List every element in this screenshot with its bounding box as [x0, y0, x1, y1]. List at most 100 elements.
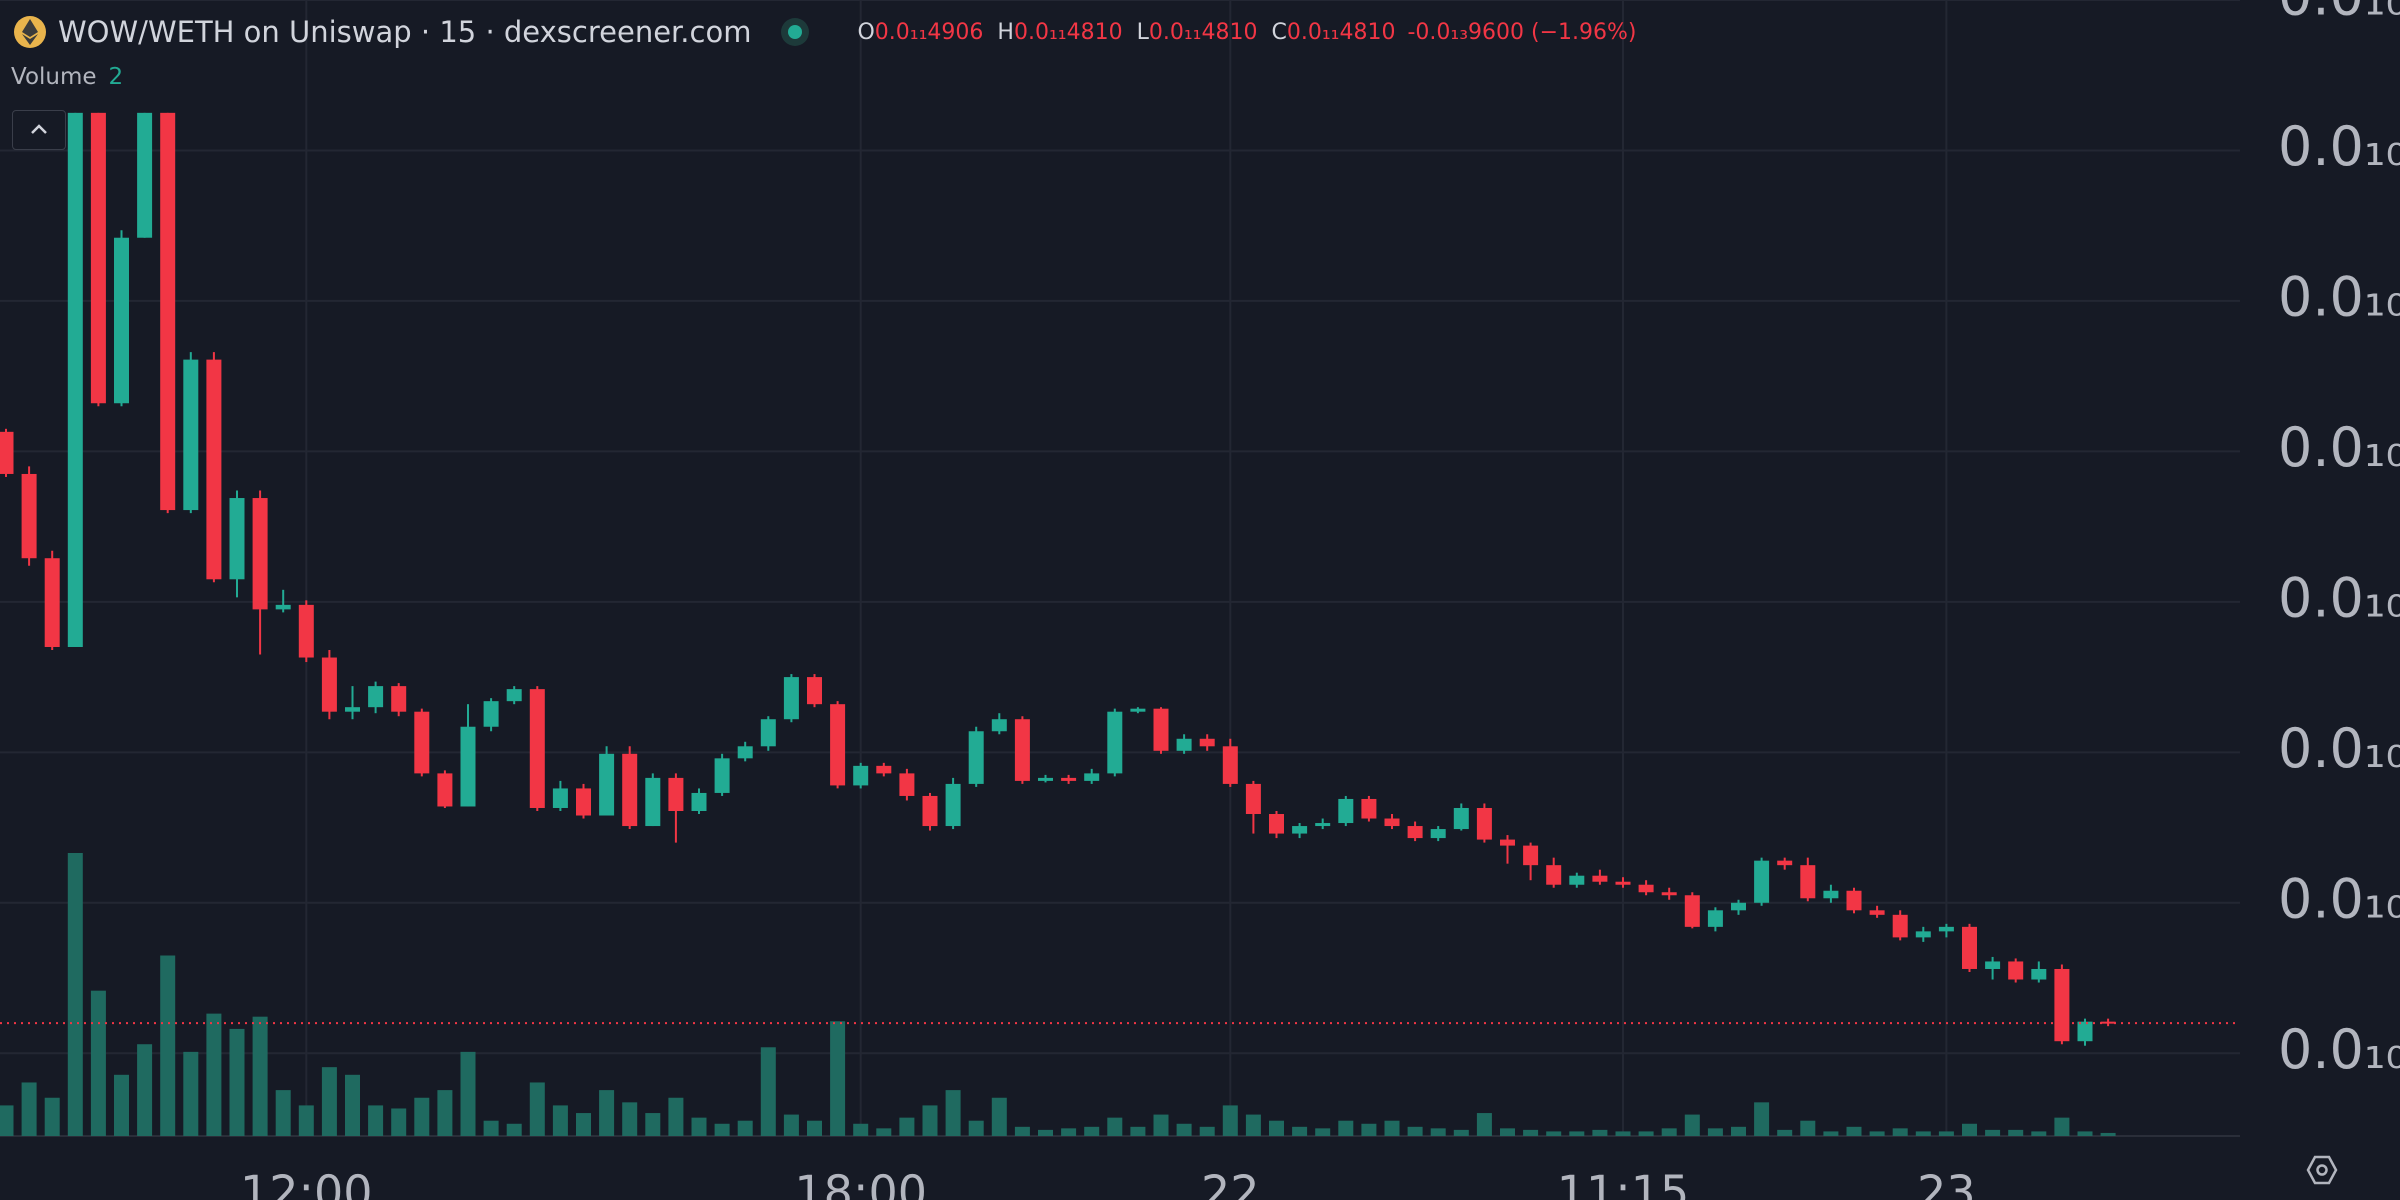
logo-eth	[22, 19, 38, 45]
volume-bar	[1569, 1131, 1585, 1136]
volume-bar	[1962, 1123, 1977, 1136]
volume-bar	[922, 1105, 938, 1136]
volume-bar	[599, 1090, 615, 1136]
candle-body	[1130, 708, 1146, 712]
candle-body	[345, 707, 360, 712]
candle-body	[1245, 783, 1261, 815]
candle-body	[1684, 895, 1700, 927]
volume-bar	[645, 1113, 661, 1136]
volume-bar	[945, 1090, 961, 1136]
chart-header: WOW/WETH on Uniswap · 15 · dexscreener.c…	[12, 10, 1637, 54]
candle-body	[1846, 890, 1862, 911]
candle-body	[2008, 961, 2024, 980]
candle-body	[391, 686, 407, 712]
candle-body	[0, 431, 14, 474]
ohlc-value: 0.0₁₁4906	[874, 19, 984, 45]
y-tick-label: 0.0₁₀	[2278, 416, 2400, 479]
collapse-icon	[31, 124, 47, 134]
volume-bar	[1107, 1117, 1123, 1136]
volume-bar	[229, 1028, 245, 1136]
volume-value: 2	[108, 64, 124, 90]
y-tick-label: 0.0₁₀	[2278, 867, 2400, 930]
candle-body	[599, 753, 615, 816]
volume-bar	[483, 1120, 499, 1136]
candle-body	[483, 701, 499, 727]
volume-bar	[298, 1105, 314, 1136]
candle-body	[1962, 926, 1977, 969]
candle-body	[1338, 798, 1354, 824]
candle-body	[506, 689, 522, 702]
y-tick-label: 0.0₁₀	[2278, 0, 2400, 28]
volume-bar	[2077, 1131, 2093, 1136]
candle-body	[876, 765, 892, 774]
volume-bar	[275, 1090, 291, 1136]
volume-bar	[968, 1120, 984, 1136]
volume-bar	[345, 1074, 360, 1136]
candle-body	[1315, 823, 1331, 827]
candle-body	[114, 237, 129, 404]
candle-body	[160, 112, 176, 511]
volume-bar	[2100, 1132, 2116, 1136]
candle-body	[460, 726, 476, 807]
candle-body	[1915, 931, 1931, 938]
ohlc-key: H	[997, 19, 1014, 45]
volume-bar	[668, 1097, 684, 1136]
volume-bar	[183, 1051, 199, 1136]
candle-body	[2077, 1021, 2093, 1042]
settings-icon[interactable]	[2306, 1155, 2338, 1185]
candle-body	[90, 112, 106, 404]
volume-bar	[1061, 1128, 1077, 1136]
volume-bar	[1384, 1120, 1400, 1136]
volume-bar	[714, 1123, 730, 1136]
volume-bar	[830, 1021, 846, 1136]
candle-body	[1430, 829, 1446, 839]
settings-dot	[2316, 1164, 2328, 1176]
candle-body	[968, 731, 984, 784]
volume-bar	[252, 1016, 268, 1136]
y-tick-label: 0.0₁₀	[2278, 717, 2400, 780]
volume-bar	[1245, 1114, 1261, 1136]
volume-bar	[1985, 1129, 2001, 1136]
volume-bar	[137, 1044, 153, 1136]
candle-body	[298, 604, 314, 658]
volume-bar	[1500, 1128, 1515, 1136]
x-tick-label: 23	[1917, 1166, 1976, 1200]
candle-body	[1361, 798, 1377, 819]
volume-bar	[1361, 1123, 1377, 1136]
volume-bar	[1222, 1105, 1238, 1136]
ohlc-value: 0.0₁₁4810	[1013, 19, 1123, 45]
candle-body	[1107, 711, 1123, 774]
candle-body	[1384, 818, 1400, 827]
candle-body	[414, 711, 430, 774]
candle-body	[1061, 777, 1077, 781]
volume-bar	[1777, 1129, 1793, 1136]
volume-bar	[622, 1102, 638, 1136]
candle-body	[368, 686, 384, 708]
volume-bar	[760, 1047, 776, 1136]
candle-body	[137, 112, 153, 238]
volume-bar	[1523, 1129, 1539, 1136]
y-tick-label: 0.0₁₀	[2278, 115, 2400, 178]
volume-bar	[1823, 1131, 1839, 1136]
ohlc-value: 0.0₁₁4810	[1286, 19, 1396, 45]
volume-bars	[0, 853, 2116, 1136]
candle-body	[645, 777, 661, 827]
volume-bar	[1084, 1126, 1100, 1136]
ohlc-value: 0.0₁₁4810	[1148, 19, 1258, 45]
collapse-button[interactable]	[12, 110, 66, 150]
volume-bar	[1038, 1129, 1053, 1136]
volume-bar	[1199, 1126, 1215, 1136]
ohlc-key: L	[1136, 19, 1149, 45]
candle-body	[1592, 875, 1608, 882]
candle-body	[691, 792, 707, 811]
volume-bar	[1546, 1131, 1562, 1136]
volume-bar	[1014, 1126, 1030, 1136]
candle-body	[183, 359, 199, 511]
candle-body	[714, 758, 730, 793]
candle-body	[67, 112, 83, 647]
x-tick-label: 12:00	[240, 1166, 373, 1200]
candle-body	[1222, 746, 1238, 784]
candle-body	[529, 689, 545, 808]
x-tick-label: 22	[1201, 1166, 1260, 1200]
volume-bar	[1615, 1131, 1631, 1136]
